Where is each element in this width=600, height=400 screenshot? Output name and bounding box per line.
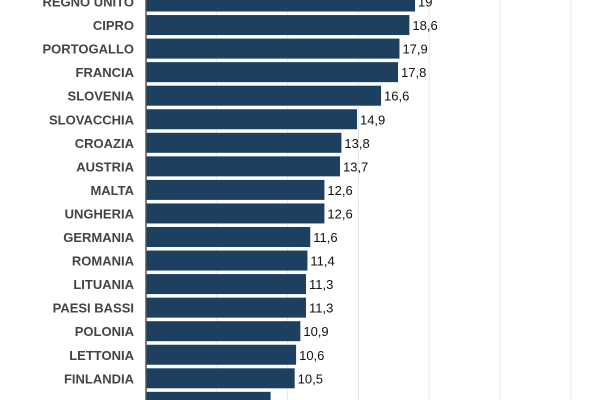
value-label: 17,9 xyxy=(402,42,427,57)
category-label: AUSTRIA xyxy=(76,159,134,174)
value-label: 19 xyxy=(418,0,432,10)
category-label: CIPRO xyxy=(93,18,134,33)
bar xyxy=(146,274,307,295)
category-label: LETTONIA xyxy=(69,348,134,363)
value-label: 12,6 xyxy=(327,183,352,198)
bar xyxy=(146,227,311,247)
value-label: 13,7 xyxy=(343,159,368,174)
category-label: PORTOGALLO xyxy=(43,42,134,57)
bar xyxy=(146,179,325,200)
bar xyxy=(146,38,400,59)
category-label: MALTA xyxy=(90,183,134,198)
bar xyxy=(146,156,340,177)
bar xyxy=(146,250,308,271)
category-label: SLOVENIA xyxy=(68,89,135,104)
bar xyxy=(146,109,357,130)
value-label: 11,6 xyxy=(313,230,337,245)
value-label: 13,8 xyxy=(344,136,369,151)
value-label: 17,8 xyxy=(401,65,426,80)
category-label: SLOVACCHIA xyxy=(49,112,135,127)
category-label: UNGHERIA xyxy=(65,206,135,221)
category-label: FINLANDIA xyxy=(64,371,135,386)
category-label: CROAZIA xyxy=(75,136,135,151)
bar xyxy=(146,297,307,318)
category-label: LITUANIA xyxy=(73,277,134,292)
category-label: POLONIA xyxy=(75,324,135,339)
bar xyxy=(146,15,410,36)
value-label: 10,6 xyxy=(299,348,324,363)
value-label: 16,6 xyxy=(384,89,409,104)
bar xyxy=(146,344,297,365)
bar xyxy=(146,203,325,224)
category-label: REGNO UNITO xyxy=(43,0,135,10)
category-label: GERMANIA xyxy=(63,230,134,245)
bar xyxy=(146,132,342,153)
value-label: 10,5 xyxy=(298,371,323,386)
value-label: 11,4 xyxy=(310,254,334,269)
category-label: ROMANIA xyxy=(72,254,135,269)
value-label: 11,3 xyxy=(309,301,333,316)
category-label: FRANCIA xyxy=(76,65,135,80)
bar xyxy=(146,368,295,389)
value-label: 12,6 xyxy=(327,206,352,221)
bar xyxy=(146,62,399,83)
bar xyxy=(146,391,271,400)
category-label: PAESI BASSI xyxy=(53,301,134,316)
value-label: 18,6 xyxy=(412,18,437,33)
bar xyxy=(146,0,416,12)
bar xyxy=(146,85,382,106)
bar xyxy=(146,321,301,342)
value-label: 14,9 xyxy=(360,112,385,127)
value-label: 11,3 xyxy=(309,277,333,292)
value-label: 10,9 xyxy=(303,324,328,339)
